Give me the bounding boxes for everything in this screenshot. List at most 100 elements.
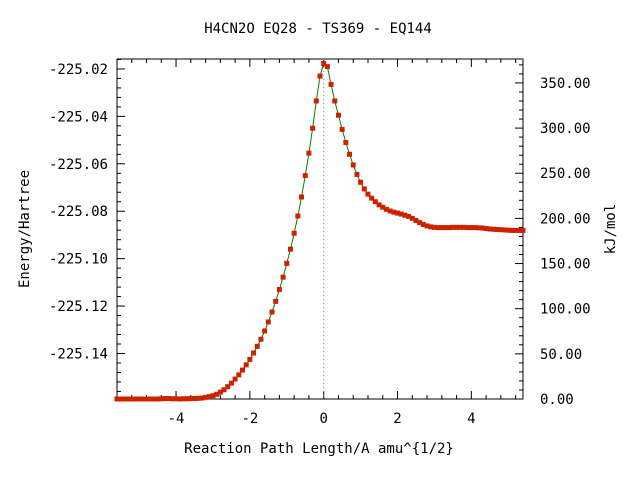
x-tick-label: 0 (319, 411, 327, 427)
x-axis-label: Reaction Path Length/A amu^{1/2} (184, 441, 454, 457)
y2-tick-label: 200.00 (540, 211, 591, 227)
data-point (513, 227, 519, 233)
data-point (358, 179, 364, 185)
data-point (317, 73, 323, 79)
data-point (398, 211, 404, 217)
data-point (173, 396, 179, 402)
data-point (302, 173, 308, 179)
data-point (483, 226, 489, 232)
y2-tick-label: 100.00 (540, 302, 591, 318)
data-point (195, 395, 201, 401)
x-tick-label: 2 (393, 411, 401, 427)
data-point (225, 384, 231, 390)
data-point (228, 380, 234, 386)
y2-tick-label: 50.00 (540, 347, 582, 363)
data-point (498, 227, 504, 233)
y2-tick-label: 250.00 (540, 166, 591, 182)
data-point (162, 396, 168, 402)
data-point (243, 362, 249, 368)
data-point (361, 186, 367, 192)
data-point (472, 225, 478, 231)
tick-labels: -4 -2 0 2 4 -225.02 -225.04 -225.06 -225.08 -225.… (49, 62, 591, 427)
x-tick-label: 4 (467, 411, 475, 427)
data-point (169, 396, 175, 402)
data-point (442, 225, 448, 231)
data-point (151, 396, 157, 402)
data-point (494, 226, 500, 232)
data-point (125, 396, 131, 402)
data-point (479, 225, 485, 231)
data-point (383, 206, 389, 212)
y-tick-label: -225.14 (49, 346, 108, 362)
data-point (136, 396, 142, 402)
data-point (431, 224, 437, 230)
data-point (310, 125, 316, 131)
data-point (339, 126, 345, 132)
data-point (387, 208, 393, 214)
data-point (155, 396, 161, 402)
data-point (520, 227, 526, 233)
data-point (417, 220, 423, 226)
data-point (265, 319, 271, 325)
data-point (424, 223, 430, 229)
x-tick-label: -4 (168, 411, 185, 427)
x-tick-label: -2 (241, 411, 258, 427)
y-tick-label: -225.04 (49, 109, 108, 125)
data-point (295, 213, 301, 219)
data-point (380, 204, 386, 210)
data-point (509, 227, 515, 233)
data-point (251, 350, 257, 356)
data-point (365, 191, 371, 197)
data-point (239, 367, 245, 373)
data-point (254, 343, 260, 349)
data-point (476, 225, 482, 231)
data-point (210, 393, 216, 399)
data-point (505, 227, 511, 233)
data-point (376, 202, 382, 208)
y-tick-label: -225.12 (49, 299, 108, 315)
data-point (454, 224, 460, 230)
y-tick-label: -225.02 (49, 62, 108, 78)
data-point (129, 396, 135, 402)
y2-tick-label: 150.00 (540, 257, 591, 273)
y2-tick-label: 300.00 (540, 121, 591, 137)
data-point (144, 396, 150, 402)
data-point (188, 396, 194, 402)
data-point (132, 396, 138, 402)
data-point (147, 396, 153, 402)
data-point (465, 225, 471, 231)
data-point (372, 199, 378, 205)
data-point (435, 225, 441, 231)
data-point (369, 195, 375, 201)
data-point (313, 98, 319, 104)
axis-ticks (117, 58, 523, 400)
data-point (391, 209, 397, 215)
data-point (461, 224, 467, 230)
data-point (236, 372, 242, 378)
data-point (490, 226, 496, 232)
data-point (280, 274, 286, 280)
data-point (350, 162, 356, 168)
data-point (468, 225, 474, 231)
data-point (328, 81, 334, 87)
y-axis-label: Energy/Hartree (17, 170, 33, 288)
data-point (284, 260, 290, 266)
data-point (335, 112, 341, 118)
data-point (214, 391, 220, 397)
data-point (420, 222, 426, 227)
data-point (299, 194, 305, 200)
data-point (287, 246, 293, 252)
data-point (273, 298, 279, 304)
y2-axis-label: kJ/mol (603, 204, 619, 255)
data-point (413, 217, 419, 223)
data-point (428, 224, 434, 230)
y-tick-label: -225.06 (49, 157, 108, 173)
data-point (324, 64, 330, 70)
data-point (321, 61, 327, 66)
data-point (276, 286, 282, 292)
energy-curve-layer (117, 62, 523, 400)
data-point (166, 396, 172, 402)
data-point (291, 230, 297, 236)
data-point (446, 225, 452, 231)
